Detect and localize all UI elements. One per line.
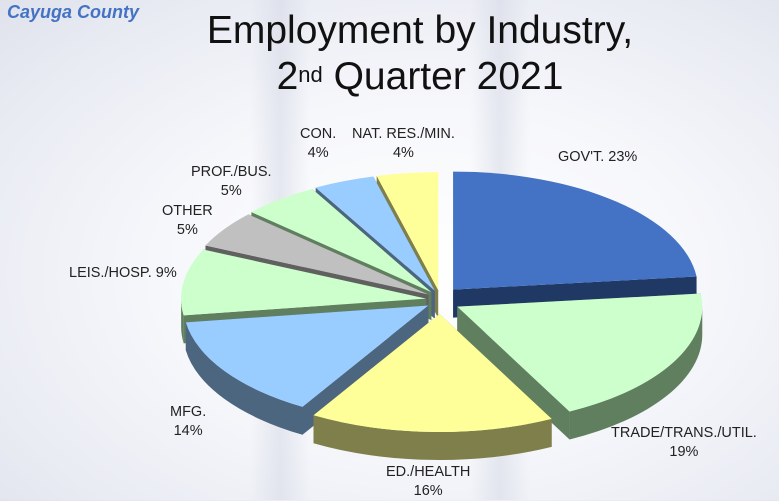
county-name: Cayuga County <box>7 2 140 22</box>
pie-slice-1 <box>457 293 703 440</box>
chart-title: Employment by Industry, 2nd Quarter 2021 <box>160 8 680 100</box>
title-quarter-rest: Quarter 2021 <box>322 55 564 98</box>
label-text: CON. <box>300 126 337 142</box>
label-text: ED./HEALTH <box>386 464 471 480</box>
label-trade: TRADE/TRANS./UTIL. 19% <box>611 424 757 462</box>
label-nat-res: NAT. RES./MIN. 4% <box>352 125 455 163</box>
label-text: NAT. RES./MIN. <box>352 126 455 142</box>
label-other: OTHER 5% <box>162 202 213 240</box>
title-line-1: Employment by Industry, <box>206 9 634 52</box>
label-con: CON. 4% <box>300 125 336 163</box>
title-line-2: 2nd Quarter 2021 <box>160 54 680 100</box>
label-text: GOV'T. 23% <box>558 149 638 165</box>
label-pct: 4% <box>307 145 329 161</box>
label-text: OTHER <box>162 203 213 219</box>
title-quarter-suffix: nd <box>298 62 323 87</box>
pie-slice-2 <box>313 313 552 460</box>
label-pct: 5% <box>220 183 242 199</box>
label-text: LEIS./HOSP. 9% <box>69 265 177 281</box>
label-mfg: MFG. 14% <box>170 403 206 441</box>
label-text: PROF./BUS. <box>191 164 272 180</box>
label-pct: 5% <box>176 222 198 238</box>
label-pct: 19% <box>669 444 699 460</box>
label-ed-health: ED./HEALTH 16% <box>386 463 470 501</box>
title-quarter-num: 2 <box>276 55 299 98</box>
label-text: TRADE/TRANS./UTIL. <box>611 425 757 441</box>
pie-slice-0 <box>453 171 697 318</box>
label-pct: 4% <box>392 145 414 161</box>
label-leis-hosp: LEIS./HOSP. 9% <box>69 264 177 283</box>
label-text: MFG. <box>170 404 207 420</box>
label-prof-bus: PROF./BUS. 5% <box>191 163 272 201</box>
label-pct: 16% <box>413 483 443 499</box>
label-pct: 14% <box>173 423 203 439</box>
label-govt: GOV'T. 23% <box>558 148 637 167</box>
